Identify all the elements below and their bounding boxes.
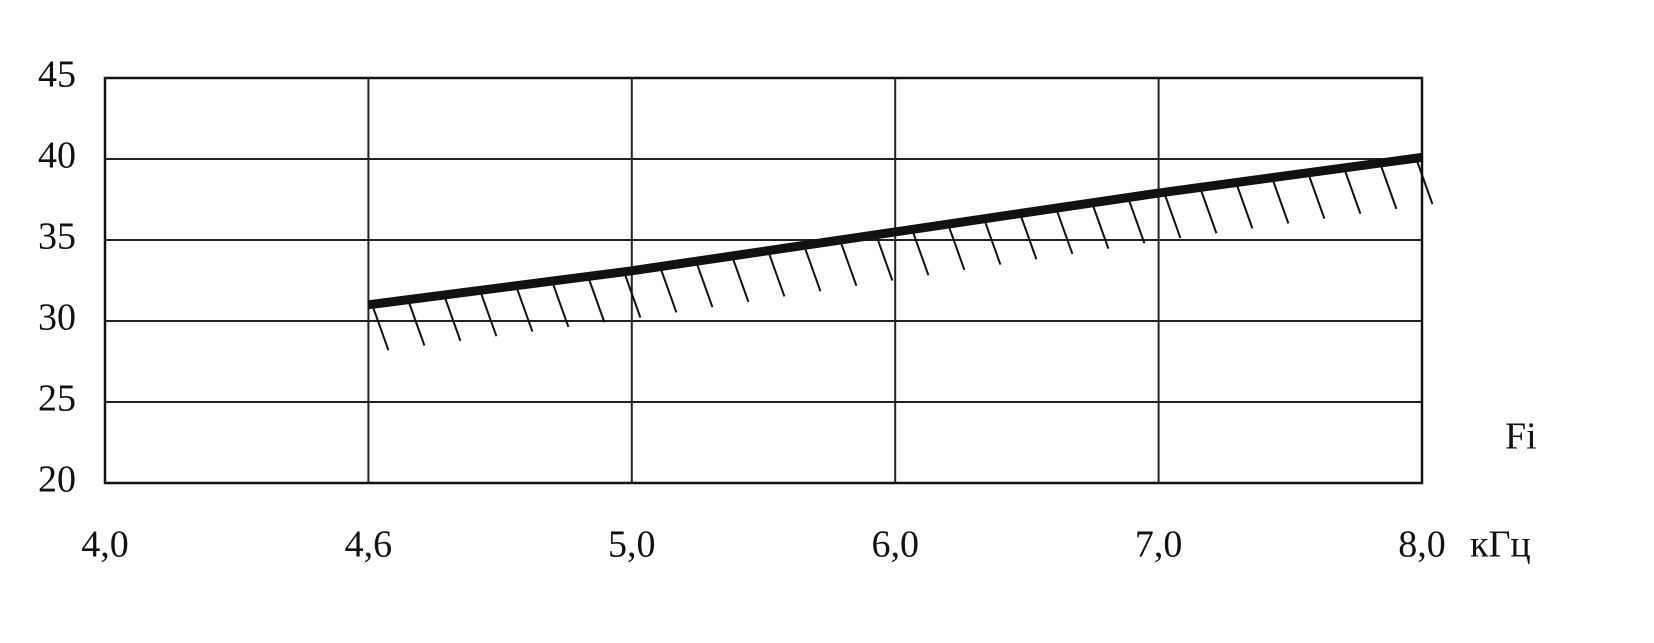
hatch [804,248,822,292]
y-tick-label: 20 [38,459,76,501]
hatch [1200,190,1218,234]
hatch [696,264,714,308]
hatch [876,238,894,281]
hatch [480,293,498,337]
y-tick-label: 30 [38,297,76,339]
hatch [1344,171,1362,215]
plot-border [103,76,1424,485]
x-tick-label: 6,0 [871,524,919,566]
hatch [660,270,678,313]
hatch [1416,161,1434,205]
hatch [732,259,750,303]
hatch [1128,200,1146,244]
x-tick-label: 7,0 [1135,524,1183,566]
y-tick-label: 25 [38,378,76,420]
hatch [1020,216,1038,260]
hatch [1164,195,1182,239]
hatch [552,284,570,328]
hatch [1380,166,1398,210]
hatch [444,298,462,342]
x-tick-label: 5,0 [608,524,656,566]
hatch [1056,211,1074,255]
hatch [408,303,426,346]
y-tick-label: 45 [38,54,76,96]
hatch [1272,181,1290,224]
hatch [948,227,966,271]
hatch [516,289,534,332]
hatch [984,222,1002,265]
hatch [588,279,606,323]
y-tick-label: 40 [38,135,76,177]
hatch [912,232,930,276]
hatch [840,243,858,287]
x-unit: кГц [1470,524,1531,566]
hatch [372,307,390,351]
y-tick-label: 35 [38,216,76,258]
x-tick-label: 4,0 [81,524,129,566]
x-axis-label: Fi [1505,416,1537,458]
x-tick-label: 8,0 [1398,524,1446,566]
hatch [768,254,786,297]
data-line [367,152,1423,310]
x-tick-label: 4,6 [345,524,393,566]
hatch [624,275,642,318]
hatch [1308,176,1326,219]
hatch [1236,186,1254,229]
hatch [1092,206,1110,249]
